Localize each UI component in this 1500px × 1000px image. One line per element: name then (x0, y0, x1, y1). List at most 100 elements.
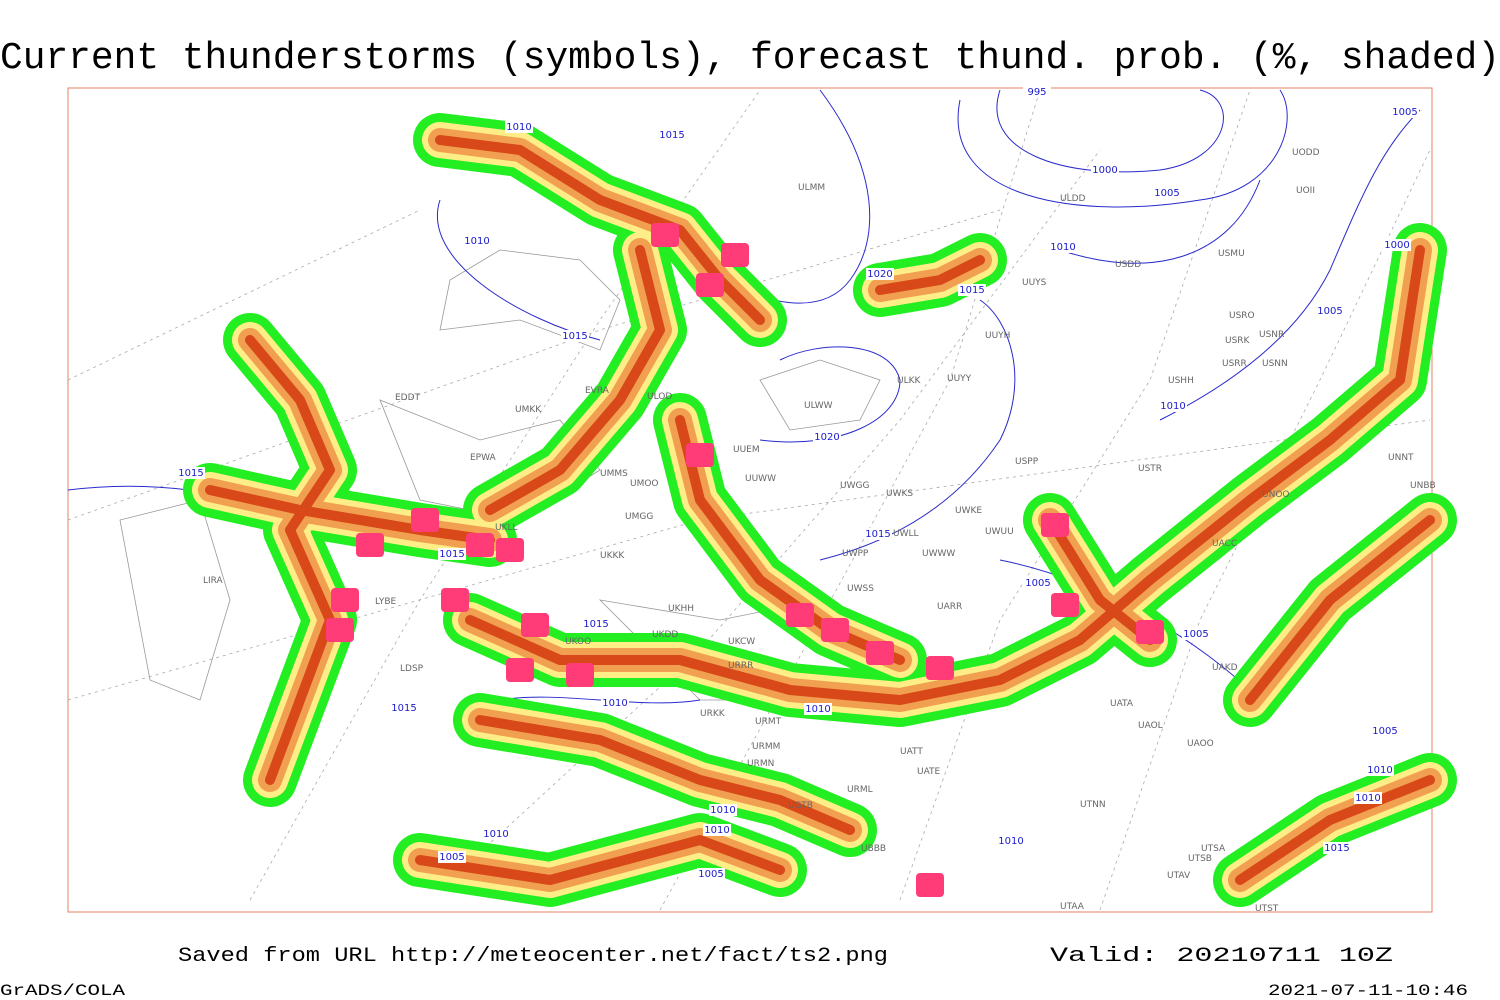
isobar-label-bg (1323, 842, 1351, 854)
isobar-label: 1015 (439, 549, 464, 560)
station-label: UKOO (565, 637, 591, 647)
station-label: UWLL (893, 529, 919, 539)
station-label: UODD (1292, 148, 1320, 158)
probability-band (875, 255, 985, 295)
station-label: UNBB (1410, 481, 1436, 491)
station-label: UTST (1255, 904, 1279, 914)
isobar-label: 1015 (865, 529, 890, 540)
station-label: UWKE (955, 506, 982, 516)
station-label: UOII (1296, 186, 1315, 196)
station-label: UWGG (840, 481, 869, 491)
isobar-label-bg (866, 268, 894, 280)
isobar-label: 1005 (439, 852, 464, 863)
isobar-label-bg (1024, 577, 1052, 589)
storm-symbol (686, 443, 714, 467)
probability-band (675, 415, 905, 665)
isobar-label-bg (997, 835, 1025, 847)
title: Current thunderstorms (symbols), forecas… (0, 37, 1500, 80)
isobar-label-bg (1371, 725, 1399, 737)
station-label: URMN (747, 759, 774, 769)
storm-symbol (821, 618, 849, 642)
station-label: UAOO (1187, 739, 1214, 749)
isobar-label-bg (958, 284, 986, 296)
thunderstorm-symbols (326, 223, 1164, 897)
station-label: UKHH (668, 604, 694, 614)
isobar-label: 1020 (867, 269, 892, 280)
isobar-label: 1005 (1317, 306, 1342, 317)
probability-band (485, 245, 665, 515)
isobar-label: 1015 (391, 703, 416, 714)
station-label: USNR (1259, 330, 1284, 340)
isobar-label-bg (1354, 792, 1382, 804)
storm-symbol (356, 533, 384, 557)
probability-band (245, 335, 335, 785)
isobar-label: 1015 (1324, 843, 1349, 854)
station-label: USTR (1138, 464, 1162, 474)
isobar-label: 1010 (602, 698, 627, 709)
isobar-label: 1015 (583, 619, 608, 630)
station-label: UKCW (728, 637, 755, 647)
probability-band (475, 715, 855, 835)
storm-symbol (786, 603, 814, 627)
isobar-label: 1005 (698, 869, 723, 880)
station-label: UNNT (1388, 453, 1414, 463)
station-label: UUWW (745, 474, 776, 484)
isobar-label: 1010 (1160, 401, 1185, 412)
station-label: USMU (1218, 249, 1245, 259)
isobar-label-bg (1049, 241, 1077, 253)
probability-band (205, 485, 495, 545)
isobar-label: 1010 (506, 122, 531, 133)
isobar-label: 1010 (483, 829, 508, 840)
isobar-label-bg (1091, 164, 1119, 176)
station-label: UMOO (630, 479, 659, 489)
isobar-label-bg (1391, 106, 1419, 118)
isobar-label-bg (601, 697, 629, 709)
station-label: UWUU (985, 527, 1014, 537)
isobar-label-bg (1159, 400, 1187, 412)
isobar-label-bg (813, 431, 841, 443)
station-label: UARR (937, 602, 962, 612)
graticule (67, 89, 1431, 911)
isobar-label-bg (582, 618, 610, 630)
station-label: UATT (900, 747, 923, 757)
storm-symbol (926, 656, 954, 680)
valid-time: Valid: 20210711 10Z (1050, 945, 1393, 968)
station-label: URML (847, 785, 873, 795)
station-label: LYBE (375, 597, 396, 607)
storm-symbol (1051, 593, 1079, 617)
isobar-label-bg (1182, 628, 1210, 640)
isobar-label: 1015 (959, 285, 984, 296)
isobar-label-bg (709, 804, 737, 816)
station-label: ULMM (798, 183, 825, 193)
isobar-label-bg (703, 824, 731, 836)
isobar-label: 1010 (710, 805, 735, 816)
station-label: USHH (1168, 376, 1194, 386)
isobar-label-bg (463, 235, 491, 247)
station-label: EVRA (585, 386, 610, 396)
station-label: UMGG (625, 512, 653, 522)
probability-band (415, 835, 785, 885)
station-label: UTAV (1167, 871, 1191, 881)
storm-symbol (916, 873, 944, 897)
source-url: Saved from URL http://meteocenter.net/fa… (178, 945, 888, 968)
storm-symbol (696, 273, 724, 297)
station-label: LDSP (400, 664, 424, 674)
storm-symbol (326, 618, 354, 642)
station-label: ULDD (1060, 194, 1086, 204)
station-label: ULWW (804, 401, 833, 411)
isobar-label: 995 (1027, 87, 1046, 98)
station-label: EDDT (395, 393, 421, 403)
isobar-label: 1010 (1050, 242, 1075, 253)
station-label: UKLL (495, 523, 518, 533)
isobar-label: 1010 (805, 704, 830, 715)
timestamp: 2021-07-11-10:46 (1268, 982, 1468, 1000)
station-label: UUYS (1022, 278, 1047, 288)
isobar-label: 1015 (562, 331, 587, 342)
station-label: USPP (1015, 457, 1039, 467)
probability-band (1045, 515, 1155, 645)
isobar-label-bg (390, 702, 418, 714)
isobar-label: 1015 (178, 468, 203, 479)
isobar-label: 1005 (1372, 726, 1397, 737)
station-label: UUYH (985, 331, 1010, 341)
probability-band (435, 135, 765, 325)
